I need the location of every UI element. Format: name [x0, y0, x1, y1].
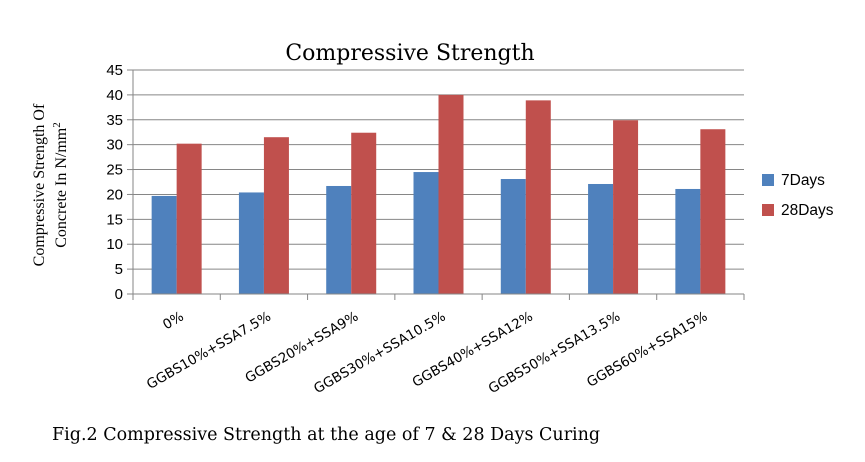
y-tick-label: 30 [106, 137, 123, 154]
bar-28days [351, 132, 377, 294]
legend-swatch-7days [762, 174, 774, 186]
bar-28days [176, 143, 202, 294]
y-tick-labels: 0 5 10 15 20 25 30 35 40 45 [106, 62, 133, 303]
y-tick-label: 10 [106, 236, 123, 253]
y-axis-label-line2: Concrete In N/mm2 [51, 122, 70, 247]
bar-chart: 0 5 10 15 20 25 30 35 40 45 0%GGBS10%+SSA7.5%GGBS… [31, 41, 834, 397]
bar-28days [525, 100, 551, 294]
bar-28days [263, 137, 289, 294]
legend-label-28days: 28Days [781, 202, 834, 219]
y-tick-label: 45 [106, 62, 123, 79]
y-tick-label: 40 [106, 87, 123, 104]
bar-series [151, 94, 726, 294]
x-tick-labels: 0%GGBS10%+SSA7.5%GGBS20%+SSA9%GGBS30%+SS… [144, 294, 745, 397]
chart-title: Compressive Strength [285, 41, 534, 66]
axes [132, 70, 744, 300]
bar-7days [675, 188, 701, 294]
legend-label-7days: 7Days [781, 172, 825, 189]
figure-caption: Fig.2 Compressive Strength at the age of… [52, 425, 601, 445]
y-tick-label: 35 [106, 112, 123, 129]
bar-7days [238, 192, 264, 294]
legend-swatch-28days [762, 204, 774, 216]
y-tick-label: 0 [115, 286, 123, 303]
bar-7days [588, 183, 614, 294]
y-axis-label-line1: Compressive Strength Of [31, 103, 48, 266]
bar-7days [326, 185, 352, 294]
bar-7days [500, 179, 526, 294]
y-tick-label: 5 [115, 261, 123, 278]
y-tick-label: 25 [106, 162, 123, 179]
bar-28days [613, 120, 639, 294]
y-tick-label: 15 [106, 211, 123, 228]
bar-28days [438, 94, 464, 294]
x-tick-label: 0% [160, 309, 187, 334]
legend: 7Days 28Days [762, 172, 834, 219]
bar-7days [151, 195, 177, 294]
y-axis-label: Compressive Strength Of Concrete In N/mm… [31, 103, 70, 266]
y-tick-label: 20 [106, 186, 123, 203]
bar-28days [700, 129, 726, 294]
bar-7days [413, 172, 439, 294]
